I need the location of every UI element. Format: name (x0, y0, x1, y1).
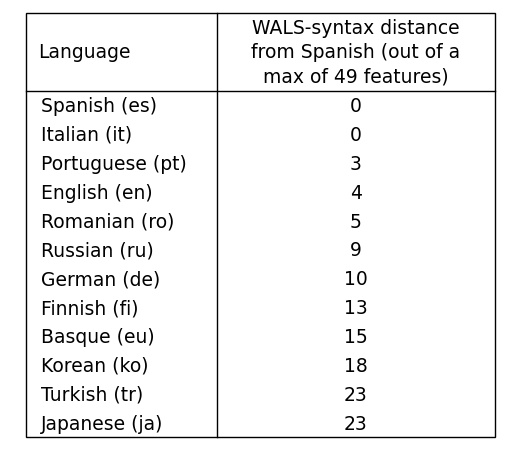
Text: Finnish (fi): Finnish (fi) (41, 299, 138, 318)
Text: 0: 0 (349, 126, 361, 145)
Text: 23: 23 (343, 385, 367, 404)
Text: WALS-syntax distance
from Spanish (out of a
max of 49 features): WALS-syntax distance from Spanish (out o… (250, 19, 460, 87)
Text: English (en): English (en) (41, 183, 152, 202)
Text: Romanian (ro): Romanian (ro) (41, 212, 174, 231)
Text: Korean (ko): Korean (ko) (41, 356, 148, 375)
Text: 15: 15 (343, 327, 367, 346)
Text: Basque (eu): Basque (eu) (41, 327, 154, 346)
Text: Turkish (tr): Turkish (tr) (41, 385, 143, 404)
Text: 4: 4 (349, 183, 361, 202)
Text: 13: 13 (343, 299, 367, 318)
Text: 5: 5 (349, 212, 361, 231)
Text: 23: 23 (343, 414, 367, 433)
Text: 3: 3 (349, 154, 361, 174)
Text: 18: 18 (343, 356, 367, 375)
Text: Spanish (es): Spanish (es) (41, 97, 156, 116)
Text: German (de): German (de) (41, 270, 160, 289)
Text: 9: 9 (349, 241, 361, 260)
Text: 10: 10 (343, 270, 367, 289)
Text: Japanese (ja): Japanese (ja) (41, 414, 163, 433)
Text: 0: 0 (349, 97, 361, 116)
Text: Italian (it): Italian (it) (41, 126, 132, 145)
Text: Portuguese (pt): Portuguese (pt) (41, 154, 186, 174)
Text: Language: Language (38, 43, 130, 62)
Text: Russian (ru): Russian (ru) (41, 241, 153, 260)
